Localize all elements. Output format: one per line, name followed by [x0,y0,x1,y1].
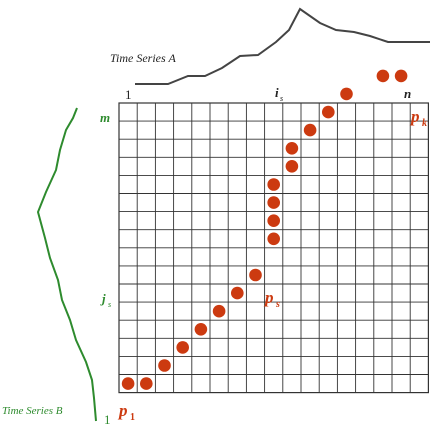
warping-path-point [340,87,353,101]
warping-path [121,69,408,390]
warping-path-point [376,69,390,83]
x-axis-mid-subscript: s [280,94,283,103]
alignment-grid [118,102,429,394]
warping-path-point [267,214,281,227]
warping-path-point [267,196,281,209]
point-label-ps-subscript: s [275,299,280,310]
point-label-ps-letter: p [263,288,274,307]
warping-path-point [158,359,171,372]
warping-path-point [394,69,408,83]
y-axis-mid-letter: j [100,291,106,306]
warping-path-point [194,323,208,336]
x-axis-start-label: 1 [125,87,132,102]
warping-path-point [212,304,226,318]
point-label-p1-subscript: 1 [130,412,135,423]
y-axis-mid-subscript: s [108,300,111,309]
point-label-p1: p 1 [117,401,135,423]
point-label-ps: p s [263,288,280,310]
warping-path-point [303,123,317,137]
warping-path-point [140,377,153,390]
warping-path-point [176,341,189,354]
x-axis-mid-label: i s [275,85,283,103]
series-a-label: Time Series A [110,51,176,65]
y-axis-bottom-label: 1 [104,412,111,427]
point-label-pk-letter: p [409,107,420,126]
warping-path-point [231,286,244,300]
point-label-pk: p k [409,107,427,129]
x-axis-end-label: n [404,86,411,101]
warping-path-point [322,105,335,119]
series-b-label: Time Series B [2,405,63,417]
warping-path-point [121,377,135,390]
warping-path-point [267,232,281,246]
point-label-pk-subscript: k [422,118,427,129]
x-axis-mid-letter: i [275,85,279,100]
warping-path-point [267,178,281,191]
time-series-b-curve [36,107,97,422]
warping-path-point [249,268,262,282]
y-axis-top-label: m [100,110,110,125]
y-axis-mid-label: j s [100,291,111,309]
warping-path-point [285,160,299,173]
warping-path-point [285,142,299,155]
time-series-a-curve [135,7,430,85]
point-label-p1-letter: p [117,401,128,420]
